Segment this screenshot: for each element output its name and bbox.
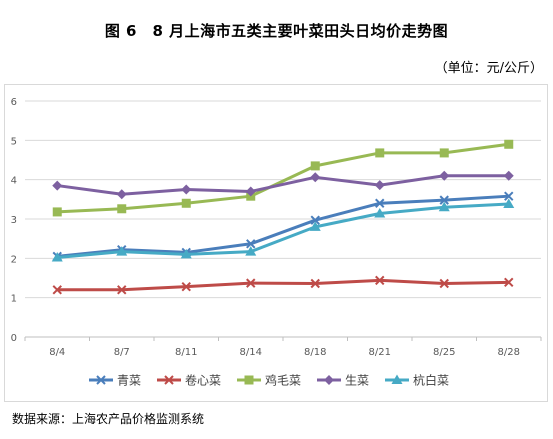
data-point: [246, 239, 256, 249]
data-point: [310, 278, 320, 289]
x-tick-label: 8/18: [304, 347, 326, 358]
y-tick-label: 2: [11, 254, 17, 265]
data-point: [310, 172, 321, 183]
legend-marker: [391, 374, 403, 384]
data-point: [116, 246, 128, 256]
data-point: [375, 275, 385, 286]
data-point: [181, 184, 192, 195]
y-tick-label: 5: [11, 136, 17, 147]
data-point: [503, 170, 514, 181]
data-point: [438, 201, 450, 212]
data-point: [117, 204, 127, 214]
x-tick-label: 8/21: [369, 347, 391, 358]
data-point: [374, 180, 385, 191]
y-tick-label: 0: [11, 333, 17, 344]
data-point: [246, 278, 256, 288]
y-tick-label: 4: [11, 176, 17, 187]
data-point: [310, 161, 320, 171]
x-tick-label: 8/28: [498, 347, 520, 358]
data-point: [504, 139, 514, 149]
data-point: [439, 170, 450, 181]
legend-label: 青菜: [117, 374, 141, 388]
data-point: [375, 148, 385, 158]
data-point: [439, 148, 449, 158]
data-point: [374, 207, 386, 218]
legend-marker: [244, 375, 254, 385]
legend-label: 卷心菜: [185, 373, 221, 388]
x-tick-label: 8/11: [175, 347, 197, 358]
data-point: [117, 285, 127, 295]
series-line-2: [57, 278, 509, 292]
y-tick-label: 6: [11, 97, 17, 108]
data-point: [180, 248, 192, 259]
series-line-4: [57, 174, 509, 196]
data-point: [310, 215, 320, 225]
data-point: [309, 221, 321, 231]
x-tick-label: 8/7: [114, 347, 130, 358]
data-point: [181, 198, 191, 208]
x-tick-label: 8/25: [433, 347, 455, 358]
data-point: [504, 191, 514, 201]
legend-marker: [324, 375, 334, 385]
data-point: [375, 198, 385, 208]
data-point: [245, 246, 257, 256]
series-line-5: [57, 202, 509, 260]
x-tick-label: 8/14: [240, 347, 262, 358]
unit-label: （单位：元/公斤）: [434, 61, 543, 76]
series-line-3: [57, 142, 509, 214]
data-point: [439, 278, 449, 289]
data-point: [52, 285, 62, 295]
chart-frame: 0 1 2 3 4 5 6 8/4 8/7 8/11 8/14 8/18 8/21 8/25 8/28 青菜 卷…: [4, 84, 548, 402]
data-point: [245, 186, 256, 197]
data-point: [181, 281, 191, 292]
data-point: [52, 207, 62, 217]
legend-marker: [164, 375, 174, 385]
data-point: [504, 277, 514, 288]
data-point: [503, 198, 515, 209]
data-point: [439, 195, 449, 205]
data-point: [52, 180, 63, 191]
legend-label: 鸡毛菜: [265, 373, 301, 388]
y-tick-label: 1: [11, 294, 17, 305]
series-line-1: [57, 194, 509, 258]
line-chart: 0 1 2 3 4 5 6 8/4 8/7 8/11 8/14 8/18 8/21 8/25 8/28 青菜 卷…: [11, 97, 542, 388]
legend-label: 生菜: [345, 374, 369, 388]
data-point: [51, 252, 63, 262]
chart-title: 图 6 8 月上海市五类主要叶菜田头日均价走势图: [104, 22, 449, 40]
data-point: [116, 189, 127, 200]
data-source-note: 数据来源：上海农产品价格监测系统: [12, 412, 205, 426]
legend-marker: [96, 375, 106, 385]
y-tick-label: 3: [11, 215, 17, 226]
x-tick-label: 8/4: [49, 347, 65, 358]
legend-label: 杭白菜: [413, 373, 449, 388]
